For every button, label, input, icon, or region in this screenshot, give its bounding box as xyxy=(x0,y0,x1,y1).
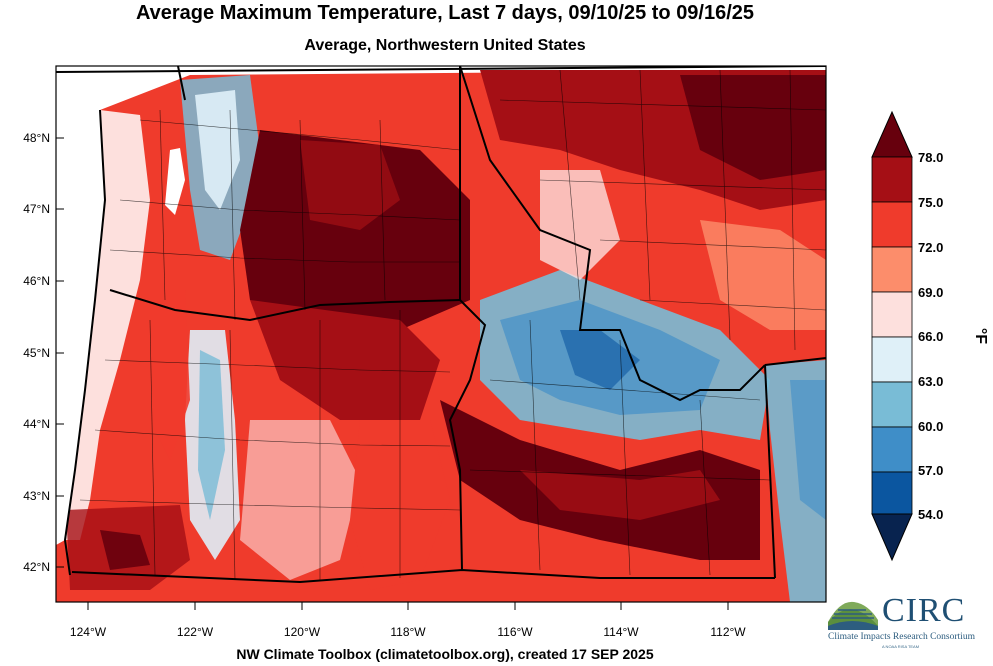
lon-label-116: 116°W xyxy=(497,625,533,639)
map-frame xyxy=(55,65,827,603)
colorbar-swatch-8 xyxy=(871,471,913,515)
colorbar-swatch-2 xyxy=(871,201,913,248)
lat-label-46: 46°N xyxy=(23,274,50,288)
colorbar-label-72: 72.0 xyxy=(918,240,943,255)
longitude-ticks xyxy=(87,602,729,610)
circ-landscape-icon xyxy=(828,601,878,630)
colorbar: 78.0 75.0 72.0 69.0 66.0 63.0 60.0 57.0 … xyxy=(871,110,989,562)
colorbar-label-60: 60.0 xyxy=(918,419,943,434)
latitude-labels: 48°N 47°N 46°N 45°N 44°N 43°N 42°N xyxy=(23,131,50,574)
logo-wordmark: CIRC xyxy=(882,592,966,629)
colorbar-swatch-3 xyxy=(871,246,913,293)
colorbar-label-54: 54.0 xyxy=(918,507,943,522)
lat-label-47: 47°N xyxy=(23,202,50,216)
circ-logo: CIRC Climate Impacts Research Consortium… xyxy=(826,592,991,652)
colorbar-label-66: 66.0 xyxy=(918,329,943,344)
lon-label-124: 124°W xyxy=(70,625,107,639)
county-boundaries xyxy=(79,69,826,581)
temperature-field xyxy=(56,66,826,602)
lon-label-122: 122°W xyxy=(177,625,214,639)
lon-label-120: 120°W xyxy=(284,625,321,639)
colorbar-swatch-6 xyxy=(871,381,913,428)
latitude-ticks xyxy=(56,137,64,568)
colorbar-unit: °F xyxy=(972,328,989,344)
lat-label-45: 45°N xyxy=(23,346,50,360)
colorbar-top-triangle xyxy=(871,110,913,158)
logo-tagline: A NOAA RISA TEAM xyxy=(882,644,920,649)
logo-full-name: Climate Impacts Research Consortium xyxy=(828,632,975,642)
colorbar-swatch-5 xyxy=(871,336,913,383)
colorbar-label-63: 63.0 xyxy=(918,374,943,389)
footer-credit: NW Climate Toolbox (climatetoolbox.org),… xyxy=(236,646,654,662)
longitude-labels: 124°W 122°W 120°W 118°W 116°W 114°W 112°… xyxy=(70,625,746,639)
colorbar-label-69: 69.0 xyxy=(918,285,943,300)
state-boundaries xyxy=(56,66,826,584)
colorbar-swatch-7 xyxy=(871,426,913,473)
lat-label-43: 43°N xyxy=(23,489,50,503)
lon-label-118: 118°W xyxy=(390,625,426,639)
lon-label-112: 112°W xyxy=(710,625,746,639)
colorbar-label-78: 78.0 xyxy=(918,150,943,165)
map-subtitle: Average, Northwestern United States xyxy=(304,37,586,54)
colorbar-swatch-1 xyxy=(871,156,913,203)
lat-label-44: 44°N xyxy=(23,417,50,431)
map-title: Average Maximum Temperature, Last 7 days… xyxy=(135,2,755,24)
colorbar-label-75: 75.0 xyxy=(918,195,943,210)
lon-label-114: 114°W xyxy=(603,625,639,639)
lat-label-42: 42°N xyxy=(23,560,50,574)
colorbar-label-57: 57.0 xyxy=(918,463,943,478)
colorbar-bottom-triangle xyxy=(871,513,913,562)
colorbar-swatch-4 xyxy=(871,291,913,338)
lat-label-48: 48°N xyxy=(23,131,50,145)
